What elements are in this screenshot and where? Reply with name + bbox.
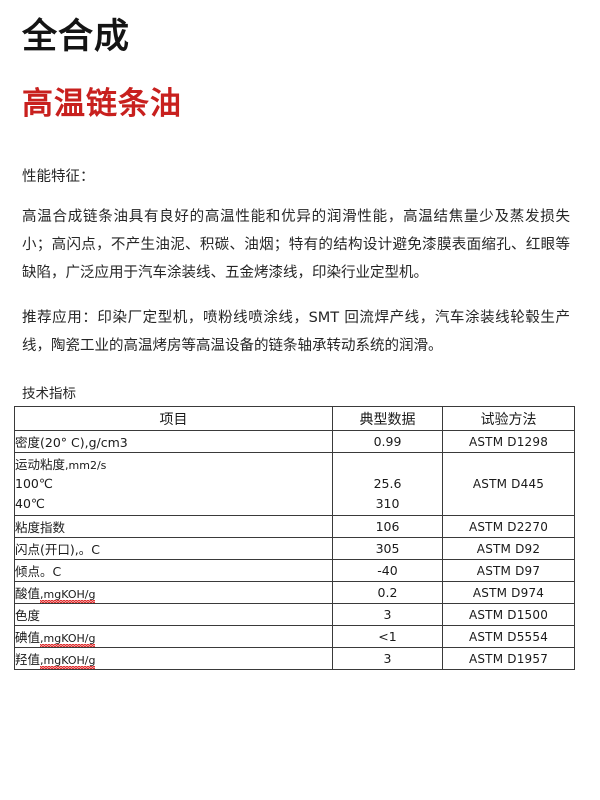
spec-item-name: 酸值,mgKOH/g bbox=[14, 581, 333, 605]
table-row: 倾点。C -40 ASTM D97 bbox=[14, 559, 575, 583]
page-title-main: 全合成 bbox=[22, 17, 131, 57]
recommended-applications-paragraph: 推荐应用：印染厂定型机，喷粉线喷涂线，SMT 回流焊产线，汽车涂装线轮毂生产线，… bbox=[22, 309, 570, 354]
spec-item-method: ASTM D1500 bbox=[442, 603, 575, 627]
column-header-method: 试验方法 bbox=[442, 406, 575, 432]
table-header-row: 项目 典型数据 试验方法 bbox=[14, 406, 575, 432]
spec-item-unit: ,mgKOH/g bbox=[40, 632, 96, 648]
column-header-item: 项目 bbox=[14, 406, 333, 432]
spec-item-method: ASTM D97 bbox=[442, 559, 575, 583]
table-row: 粘度指数 106 ASTM D2270 bbox=[14, 515, 575, 539]
table-row: 酸值,mgKOH/g 0.2 ASTM D974 bbox=[14, 581, 575, 605]
spec-item-method: ASTM D974 bbox=[442, 581, 575, 605]
spec-item-value: 3 bbox=[332, 647, 443, 671]
technical-spec-table: 项目 典型数据 试验方法 密度(20° C),g/cm3 0.99 ASTM D… bbox=[14, 406, 575, 671]
spec-item-name: 碘值,mgKOH/g bbox=[14, 625, 333, 649]
spec-item-method: ASTM D2270 bbox=[442, 515, 575, 539]
page-title-sub: 高温链条油 bbox=[22, 85, 182, 122]
spec-item-value-viscosity: 25.6 310 bbox=[332, 452, 443, 517]
viscosity-temp-2: 40℃ bbox=[15, 495, 45, 511]
viscosity-title: 运动粘度 bbox=[15, 457, 66, 473]
spec-item-name-text: 羟值 bbox=[15, 652, 41, 668]
column-header-value: 典型数据 bbox=[332, 406, 443, 432]
spec-item-method: ASTM D5554 bbox=[442, 625, 575, 649]
spec-item-name: 倾点。C bbox=[14, 559, 333, 583]
spec-item-name-text: 酸值 bbox=[15, 586, 41, 602]
table-row: 碘值,mgKOH/g <1 ASTM D5554 bbox=[14, 625, 575, 649]
spec-item-name: 色度 bbox=[14, 603, 333, 627]
spec-item-name: 闪点(开口),。C bbox=[14, 537, 333, 561]
spec-item-name-viscosity: 运动粘度,mm2/s 100℃ 40℃ bbox=[14, 452, 333, 517]
spec-item-name: 羟值,mgKOH/g bbox=[14, 647, 333, 671]
spec-item-value: 0.99 bbox=[332, 430, 443, 454]
spec-item-method: ASTM D1957 bbox=[442, 647, 575, 671]
spec-item-name: 粘度指数 bbox=[14, 515, 333, 539]
table-row-viscosity: 运动粘度,mm2/s 100℃ 40℃ 25.6 310 ASTM D445 bbox=[14, 452, 575, 517]
spec-item-value: 106 bbox=[332, 515, 443, 539]
spec-item-name: 密度(20° C),g/cm3 bbox=[14, 430, 333, 454]
viscosity-temp-1: 100℃ bbox=[15, 476, 53, 492]
table-row: 密度(20° C),g/cm3 0.99 ASTM D1298 bbox=[14, 430, 575, 454]
table-row: 闪点(开口),。C 305 ASTM D92 bbox=[14, 537, 575, 561]
table-row: 色度 3 ASTM D1500 bbox=[14, 603, 575, 627]
spec-item-unit: ,mgKOH/g bbox=[40, 654, 96, 670]
spec-item-method-viscosity: ASTM D445 bbox=[442, 452, 575, 517]
spec-item-value: <1 bbox=[332, 625, 443, 649]
spec-item-method: ASTM D1298 bbox=[442, 430, 575, 454]
spec-table-caption: 技术指标 bbox=[22, 386, 76, 403]
performance-features-label: 性能特征： bbox=[22, 168, 95, 185]
viscosity-unit: ,mm2/s bbox=[65, 459, 107, 473]
viscosity-value-2: 310 bbox=[375, 495, 400, 511]
table-row: 羟值,mgKOH/g 3 ASTM D1957 bbox=[14, 647, 575, 671]
spec-item-value: 0.2 bbox=[332, 581, 443, 605]
spec-item-value: 3 bbox=[332, 603, 443, 627]
spec-item-value: 305 bbox=[332, 537, 443, 561]
spec-item-name-text: 碘值 bbox=[15, 630, 41, 646]
performance-features-paragraph: 高温合成链条油具有良好的高温性能和优异的润滑性能，高温结焦量少及蒸发损失小；高闪… bbox=[22, 208, 570, 282]
spec-item-method: ASTM D92 bbox=[442, 537, 575, 561]
spec-item-unit: ,mgKOH/g bbox=[40, 588, 96, 604]
spec-item-value: -40 bbox=[332, 559, 443, 583]
viscosity-value-1: 25.6 bbox=[373, 476, 402, 492]
